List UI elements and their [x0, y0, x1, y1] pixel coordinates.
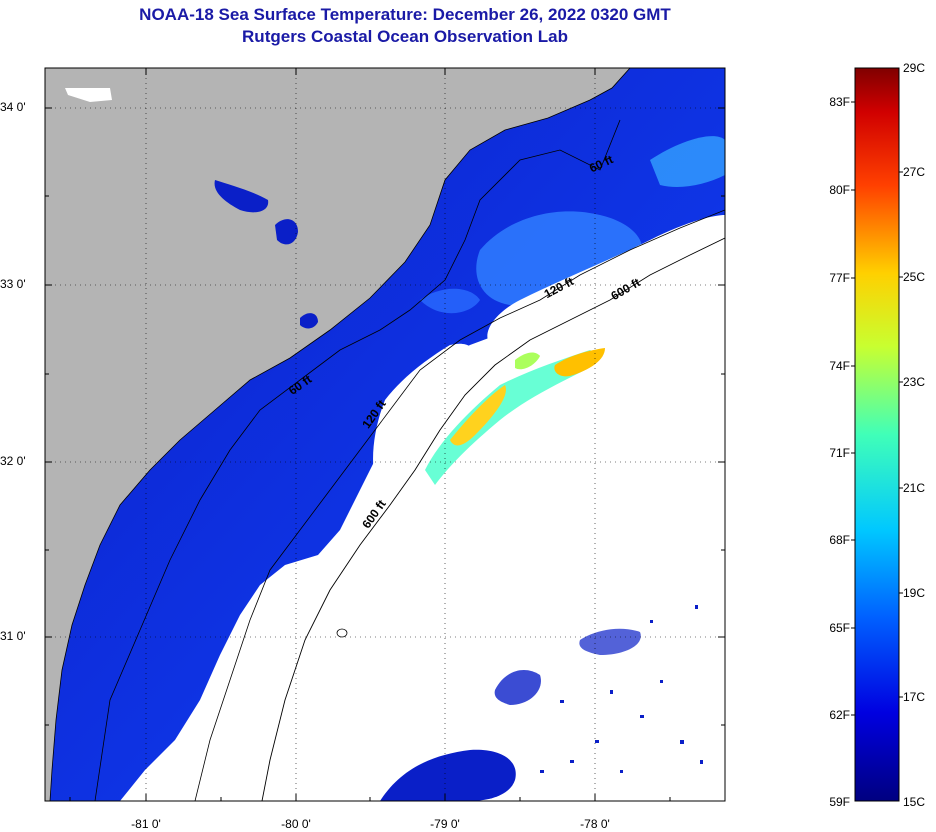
warm-water-front: [450, 385, 506, 446]
cloud-gap: [487, 215, 725, 345]
warm-water-front: [515, 352, 540, 370]
warm-water-front: [425, 350, 596, 485]
inland-lake: [65, 88, 112, 102]
colorbar-c-label: 17C: [903, 690, 926, 704]
inland-lake: [275, 219, 298, 245]
colorbar-c-label: 27C: [903, 165, 926, 179]
colorbar-ticks: [851, 101, 903, 716]
colorbar-c-label: 29C: [903, 61, 926, 75]
lat-label: 33 0': [0, 277, 26, 291]
colorbar-f-label: 62F: [829, 708, 850, 722]
warm-water-front: [554, 348, 605, 377]
cool-water-patch: [476, 211, 643, 305]
colorbar-f-label: 59F: [829, 795, 850, 809]
map-border: [44, 67, 726, 802]
inland-lake: [300, 313, 318, 329]
contour-120ft: [194, 209, 725, 801]
lon-label: -81 0': [131, 817, 161, 831]
offshore-specks: [540, 605, 703, 773]
cool-water-patch: [420, 288, 480, 314]
colorbar-f-label: 65F: [829, 621, 850, 635]
colorbar-border: [854, 67, 900, 802]
axis-ticks: [45, 68, 725, 801]
graticule: [45, 68, 725, 801]
cool-water-patch: [650, 136, 725, 187]
lat-label: 34 0': [0, 100, 26, 114]
contour-600ft: [261, 237, 725, 801]
colorbar-f-label: 83F: [829, 95, 850, 109]
colorbar-c-label: 15C: [903, 795, 926, 809]
colorbar-f-label: 71F: [829, 446, 850, 460]
lon-label: -80 0': [281, 817, 311, 831]
colorbar-f-label: 74F: [829, 359, 850, 373]
colorbar-f-label: 68F: [829, 533, 850, 547]
coastline: [49, 68, 631, 801]
colorbar-c-label: 23C: [903, 375, 926, 389]
map-title: NOAA-18 Sea Surface Temperature: Decembe…: [139, 5, 671, 24]
seamount-contour: [336, 628, 348, 638]
colorbar-f-label: 77F: [829, 271, 850, 285]
colorbar-scale: [855, 68, 899, 801]
lat-label: 31 0': [0, 629, 26, 643]
lat-label: 32 0': [0, 454, 26, 468]
inland-lake: [214, 180, 269, 213]
colorbar-c-label: 25C: [903, 270, 926, 284]
offshore-water-patch: [380, 749, 516, 801]
colorbar-c-label: 19C: [903, 586, 926, 600]
land-area: [45, 68, 630, 801]
contour-60ft: [94, 119, 621, 801]
map-subtitle: Rutgers Coastal Ocean Observation Lab: [242, 27, 568, 46]
lon-label: -79 0': [430, 817, 460, 831]
colorbar-f-label: 80F: [829, 183, 850, 197]
colorbar-c-label: 21C: [903, 481, 926, 495]
offshore-water-patch: [494, 670, 541, 705]
cloud-gap: [373, 343, 474, 481]
lon-label: -78 0': [580, 817, 610, 831]
